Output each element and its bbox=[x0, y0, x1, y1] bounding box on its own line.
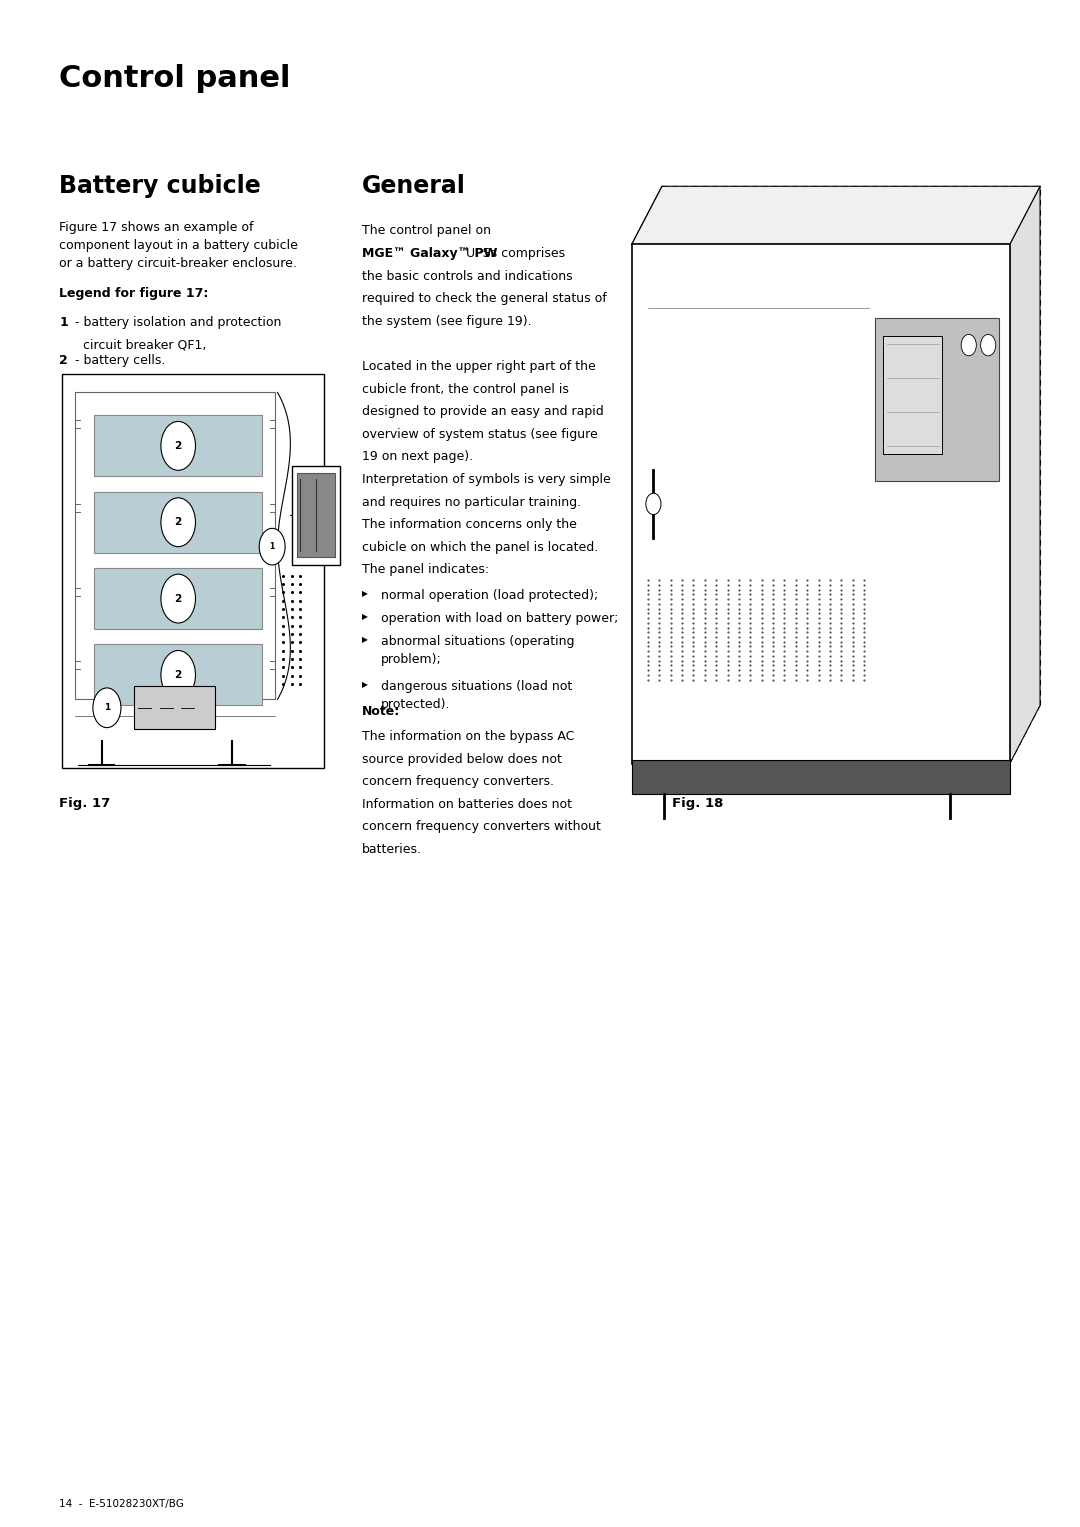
Circle shape bbox=[961, 334, 976, 356]
Polygon shape bbox=[632, 186, 1040, 244]
Text: 2: 2 bbox=[59, 354, 68, 368]
Text: The panel indicates:: The panel indicates: bbox=[362, 563, 489, 577]
Text: 1: 1 bbox=[270, 542, 274, 551]
Text: the system (see figure 19).: the system (see figure 19). bbox=[362, 315, 531, 328]
Text: Control panel: Control panel bbox=[59, 64, 291, 93]
Text: cubicle front, the control panel is: cubicle front, the control panel is bbox=[362, 383, 569, 395]
Text: ▶: ▶ bbox=[362, 635, 367, 643]
FancyBboxPatch shape bbox=[292, 466, 340, 565]
Text: - battery isolation and protection: - battery isolation and protection bbox=[71, 316, 282, 330]
Text: the basic controls and indications: the basic controls and indications bbox=[362, 270, 572, 282]
Text: 1: 1 bbox=[59, 316, 68, 330]
Circle shape bbox=[161, 421, 195, 470]
Circle shape bbox=[161, 651, 195, 699]
Text: cubicle on which the panel is located.: cubicle on which the panel is located. bbox=[362, 541, 598, 554]
Text: Battery cubicle: Battery cubicle bbox=[59, 174, 261, 199]
FancyBboxPatch shape bbox=[94, 415, 262, 476]
Text: abnormal situations (operating
problem);: abnormal situations (operating problem); bbox=[381, 635, 575, 666]
Text: The information concerns only the: The information concerns only the bbox=[362, 518, 577, 531]
Text: 2: 2 bbox=[175, 518, 181, 527]
Text: UPSs comprises: UPSs comprises bbox=[462, 247, 565, 260]
Text: dangerous situations (load not
protected).: dangerous situations (load not protected… bbox=[381, 680, 572, 712]
Circle shape bbox=[161, 574, 195, 623]
Text: source provided below does not: source provided below does not bbox=[362, 753, 562, 765]
Text: 19 on next page).: 19 on next page). bbox=[362, 450, 473, 464]
Text: 1: 1 bbox=[104, 704, 110, 712]
Text: Information on batteries does not: Information on batteries does not bbox=[362, 797, 571, 811]
Text: designed to provide an easy and rapid: designed to provide an easy and rapid bbox=[362, 405, 604, 418]
Text: 14  -  E-51028230XT/BG: 14 - E-51028230XT/BG bbox=[59, 1498, 185, 1509]
Text: - battery cells.: - battery cells. bbox=[71, 354, 165, 368]
FancyBboxPatch shape bbox=[875, 318, 999, 481]
Text: concern frequency converters without: concern frequency converters without bbox=[362, 820, 600, 834]
Circle shape bbox=[93, 687, 121, 727]
Text: Fig. 17: Fig. 17 bbox=[59, 797, 110, 811]
FancyBboxPatch shape bbox=[94, 492, 262, 553]
Text: MGE™ Galaxy™ PW: MGE™ Galaxy™ PW bbox=[362, 247, 497, 260]
Text: The information on the bypass AC: The information on the bypass AC bbox=[362, 730, 575, 744]
Text: Note:: Note: bbox=[362, 705, 400, 719]
Circle shape bbox=[161, 498, 195, 547]
Text: General: General bbox=[362, 174, 465, 199]
Text: operation with load on battery power;: operation with load on battery power; bbox=[381, 612, 619, 625]
Text: The control panel on: The control panel on bbox=[362, 224, 490, 238]
Text: 2: 2 bbox=[175, 594, 181, 603]
Text: Located in the upper right part of the: Located in the upper right part of the bbox=[362, 360, 595, 373]
FancyBboxPatch shape bbox=[134, 687, 215, 730]
FancyBboxPatch shape bbox=[632, 244, 1010, 764]
Text: ▶: ▶ bbox=[362, 589, 367, 599]
Text: Interpretation of symbols is very simple: Interpretation of symbols is very simple bbox=[362, 473, 610, 486]
Circle shape bbox=[259, 528, 285, 565]
Text: batteries.: batteries. bbox=[362, 843, 422, 857]
Text: circuit breaker QF1,: circuit breaker QF1, bbox=[71, 339, 206, 351]
Text: normal operation (load protected);: normal operation (load protected); bbox=[381, 589, 598, 603]
Text: required to check the general status of: required to check the general status of bbox=[362, 292, 607, 305]
FancyBboxPatch shape bbox=[94, 644, 262, 705]
FancyBboxPatch shape bbox=[62, 374, 324, 768]
FancyBboxPatch shape bbox=[94, 568, 262, 629]
Polygon shape bbox=[1010, 186, 1040, 764]
Circle shape bbox=[646, 493, 661, 515]
FancyBboxPatch shape bbox=[632, 760, 1010, 794]
Text: overview of system status (see figure: overview of system status (see figure bbox=[362, 428, 597, 441]
Text: 2: 2 bbox=[175, 670, 181, 680]
Text: 2: 2 bbox=[175, 441, 181, 450]
Text: Figure 17 shows an example of
component layout in a battery cubicle
or a battery: Figure 17 shows an example of component … bbox=[59, 221, 298, 270]
Text: Fig. 18: Fig. 18 bbox=[672, 797, 724, 811]
Text: Legend for figure 17:: Legend for figure 17: bbox=[59, 287, 208, 301]
Text: ▶: ▶ bbox=[362, 612, 367, 621]
FancyBboxPatch shape bbox=[297, 473, 335, 557]
FancyBboxPatch shape bbox=[883, 336, 942, 454]
Text: and requires no particular training.: and requires no particular training. bbox=[362, 496, 581, 508]
Text: concern frequency converters.: concern frequency converters. bbox=[362, 776, 554, 788]
FancyBboxPatch shape bbox=[75, 392, 275, 699]
Text: ▶: ▶ bbox=[362, 680, 367, 689]
Circle shape bbox=[981, 334, 996, 356]
